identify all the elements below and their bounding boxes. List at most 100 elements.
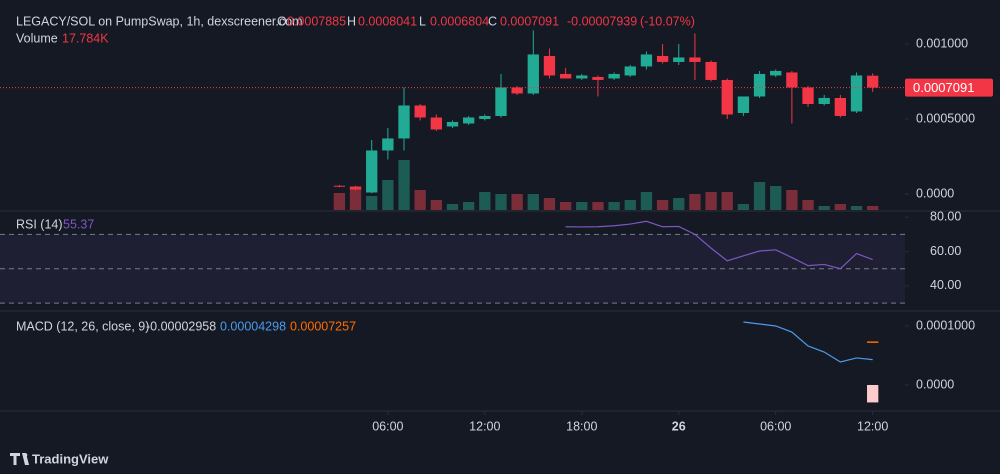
open-readout: 0.0007885 — [287, 14, 346, 28]
volume-bar — [592, 201, 604, 210]
volume-bar — [382, 180, 394, 210]
volume-bar — [786, 190, 798, 210]
volume-bar — [398, 160, 410, 210]
rsi-readout: 55.37 — [63, 217, 94, 231]
y-tick-label: 0.0005000 — [916, 111, 975, 125]
volume-bar — [559, 201, 572, 210]
candle-body — [511, 87, 523, 94]
candle-body — [495, 87, 507, 116]
candle-body — [867, 75, 879, 88]
x-tick-label: 06:00 — [760, 419, 791, 433]
brand: TradingView — [10, 451, 109, 466]
volume-bar — [543, 197, 556, 210]
y-tick-label: 0.0000 — [916, 186, 954, 200]
signal-readout: 0.00007257 — [290, 319, 356, 333]
volume-bar — [349, 188, 362, 210]
volume-bar — [689, 194, 701, 210]
ohlc-letter: H — [347, 14, 356, 28]
candle-body — [721, 79, 733, 115]
last-price-label: 0.0007091 — [913, 80, 974, 95]
candle-body — [479, 115, 491, 119]
candle-body — [543, 55, 556, 76]
candle-body — [382, 138, 394, 151]
candle-body — [414, 105, 426, 118]
brand-name: TradingView — [32, 451, 109, 466]
volume-readout: 17.784K — [62, 31, 109, 45]
ohlc-letter: O — [277, 14, 287, 28]
change-readout: -0.00007939 — [567, 14, 637, 28]
candle-body — [398, 105, 410, 139]
volume-bar — [737, 203, 750, 210]
candle-body — [430, 117, 442, 130]
volume-bar — [850, 205, 863, 210]
candle-body — [673, 57, 685, 62]
candle-body — [834, 97, 847, 116]
volume-bar — [656, 199, 669, 210]
volume-bar — [479, 192, 491, 210]
volume-bar — [463, 201, 475, 210]
candle-body — [592, 76, 604, 80]
volume-bar — [576, 201, 588, 210]
volume-bar — [753, 182, 766, 210]
volume-bar — [673, 197, 685, 210]
candle-body — [576, 75, 588, 79]
volume-bar — [608, 201, 620, 210]
x-tick-label: 18:00 — [566, 419, 597, 433]
candle-body — [349, 186, 362, 190]
candle-body — [802, 87, 814, 104]
x-tick-label: 12:00 — [469, 419, 500, 433]
candle-body — [850, 75, 863, 112]
macd-histogram-bar — [867, 384, 879, 403]
x-tick-label: 26 — [672, 419, 686, 433]
high-readout: 0.0008041 — [358, 14, 417, 28]
macd-readout: 0.00004298 — [220, 319, 286, 333]
candle-body — [705, 61, 717, 80]
candle-body — [640, 54, 653, 67]
volume-bar — [834, 203, 847, 210]
candle-body — [624, 66, 636, 76]
rsi-label: RSI (14) — [16, 217, 63, 231]
candle-body — [527, 54, 539, 94]
volume-label: Volume — [16, 31, 58, 45]
volume-bar — [527, 194, 539, 210]
macd-tick-label: 0.0000 — [916, 377, 954, 391]
volume-bar — [511, 194, 523, 210]
candle-body — [770, 70, 782, 76]
candle-body — [753, 73, 766, 97]
rsi-tick-label: 60.00 — [930, 244, 961, 258]
volume-bar — [430, 199, 442, 210]
volume-bar — [446, 203, 459, 210]
candle-body — [463, 117, 475, 124]
volume-bar — [495, 194, 507, 210]
volume-bar — [867, 206, 879, 210]
plot-layer: 0.0007091 0.001000 0.0005000 0.0000 80.00 60.… — [0, 30, 993, 433]
chart-title: LEGACY/SOL on PumpSwap, 1h, dexscreener.… — [16, 14, 303, 28]
rsi-tick-label: 40.00 — [930, 278, 961, 292]
volume-bar — [640, 192, 653, 210]
volume-bar — [333, 193, 346, 210]
volume-bar — [366, 196, 378, 210]
rsi-line — [565, 220, 873, 270]
candle-body — [333, 185, 346, 187]
candle-body — [559, 73, 572, 79]
candle-body — [446, 121, 459, 127]
volume-bar — [624, 199, 636, 210]
candle-body — [818, 97, 830, 104]
change-pct-readout: (-10.07%) — [640, 14, 695, 28]
last-price-badge — [905, 78, 993, 97]
macd-line — [743, 321, 873, 363]
brand-logo-dot — [23, 453, 28, 457]
macd-label: MACD (12, 26, close, 9) — [16, 319, 149, 333]
histogram-readout: -0.00002958 — [146, 319, 216, 333]
close-readout: 0.0007091 — [500, 14, 559, 28]
candle-body — [656, 55, 669, 62]
candle-body — [689, 57, 701, 62]
header: LEGACY/SOL on PumpSwap, 1h, dexscreener.… — [16, 14, 695, 333]
volume-bar — [721, 192, 733, 210]
ohlc-letter: L — [419, 14, 426, 28]
candle-body — [608, 73, 620, 79]
ohlc-letter: C — [488, 14, 497, 28]
candle-body — [786, 72, 798, 88]
